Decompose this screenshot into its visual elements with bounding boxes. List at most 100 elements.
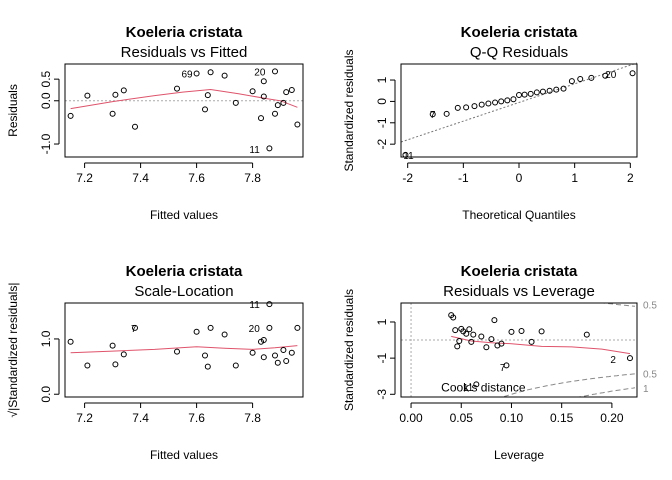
smooth-line xyxy=(451,335,631,355)
y-tick-label: -3 xyxy=(375,389,389,400)
data-point xyxy=(521,91,528,98)
y-axis-label: √|Standardized residuals| xyxy=(6,283,20,418)
data-point xyxy=(258,115,264,122)
data-point xyxy=(260,337,267,344)
data-point xyxy=(266,324,273,331)
x-axis-label: Leverage xyxy=(494,448,544,462)
smooth-line xyxy=(70,88,298,110)
data-point xyxy=(249,88,256,95)
data-point xyxy=(112,361,119,368)
x-tick-label: 0.15 xyxy=(550,411,574,425)
data-point xyxy=(67,112,74,119)
data-point xyxy=(450,314,457,321)
y-tick-label: 0.5 xyxy=(39,70,53,87)
data-point xyxy=(202,106,208,113)
data-point xyxy=(498,340,505,347)
data-point xyxy=(112,91,119,98)
y-tick-label: -1.0 xyxy=(39,133,53,154)
data-point xyxy=(202,352,208,359)
data-point xyxy=(132,123,138,130)
panel-4: Koeleria cristata Residuals vs Leverage Co… xyxy=(342,263,657,462)
x-tick-label: 7.8 xyxy=(244,171,261,185)
x-tick-label: 7.2 xyxy=(76,411,93,425)
data-point xyxy=(478,101,485,108)
cook-distance-level: 0.5 xyxy=(643,369,657,380)
data-point xyxy=(454,343,461,350)
point-label: 11 xyxy=(249,145,260,156)
data-point xyxy=(466,326,473,333)
panel-title: Koeleria cristata xyxy=(461,263,578,280)
data-point xyxy=(249,349,256,356)
data-point xyxy=(539,88,546,95)
data-point xyxy=(221,72,228,79)
data-point xyxy=(84,362,91,369)
data-point xyxy=(463,330,470,337)
point-label: 7 xyxy=(500,363,506,374)
data-point xyxy=(274,102,281,109)
data-point xyxy=(280,99,287,106)
data-point xyxy=(266,301,273,308)
data-point xyxy=(456,337,463,344)
panel-subtitle: Scale-Location xyxy=(134,283,233,300)
plot-frame xyxy=(64,302,304,398)
data-point xyxy=(266,145,273,152)
data-point xyxy=(120,351,127,358)
plot-frame xyxy=(64,63,304,158)
data-point xyxy=(283,89,290,96)
data-point xyxy=(491,317,498,324)
data-point xyxy=(533,89,540,96)
data-point xyxy=(473,381,480,388)
data-point xyxy=(560,85,567,92)
data-point xyxy=(492,99,499,106)
plot-frame xyxy=(400,302,638,398)
x-tick-label: 7.4 xyxy=(132,411,149,425)
x-tick-label: 0 xyxy=(516,171,523,185)
data-point xyxy=(288,349,295,356)
point-label: 20 xyxy=(254,67,266,78)
panel-3: Koeleria cristata Scale-Location 11 20 7 7.2 7… xyxy=(6,263,304,462)
data-point xyxy=(443,110,450,117)
qq-reference-line xyxy=(400,62,638,143)
data-point xyxy=(84,92,91,99)
y-tick-label: 1.0 xyxy=(39,330,53,347)
panel-title: Koeleria cristata xyxy=(126,263,243,280)
point-label: 11 xyxy=(249,300,260,311)
data-point xyxy=(468,338,475,345)
data-point xyxy=(272,352,278,359)
y-tick-label: -2 xyxy=(375,139,389,150)
data-point xyxy=(193,328,200,335)
cook-distance-label: Cook's distance xyxy=(441,381,526,395)
y-tick-label: 0 xyxy=(375,98,389,105)
data-point xyxy=(283,358,290,365)
smooth-line xyxy=(70,345,298,354)
data-point xyxy=(577,75,584,82)
data-point xyxy=(109,342,116,349)
data-point xyxy=(553,86,560,93)
data-point xyxy=(207,324,214,331)
y-tick-label: 1 xyxy=(375,318,389,325)
data-point xyxy=(204,363,211,370)
x-tick-label: 0.05 xyxy=(450,411,474,425)
data-point xyxy=(488,336,495,343)
data-point xyxy=(120,87,127,94)
data-point xyxy=(204,92,211,99)
data-point xyxy=(429,111,436,118)
data-point xyxy=(232,362,239,369)
point-label: 11 xyxy=(463,383,474,394)
x-tick-label: 7.6 xyxy=(188,171,205,185)
data-point xyxy=(483,344,490,351)
data-point xyxy=(294,121,301,128)
x-tick-label: 0.00 xyxy=(399,411,423,425)
y-axis-label: Residuals xyxy=(6,84,20,137)
data-point xyxy=(260,78,267,85)
data-point xyxy=(626,355,633,362)
point-label: 7 xyxy=(131,324,137,335)
cook-distance-level: 0.5 xyxy=(643,301,657,312)
data-point xyxy=(629,70,636,77)
data-point xyxy=(478,333,485,340)
data-point xyxy=(510,96,517,103)
data-point xyxy=(207,69,214,76)
x-tick-label: 2 xyxy=(627,171,634,185)
